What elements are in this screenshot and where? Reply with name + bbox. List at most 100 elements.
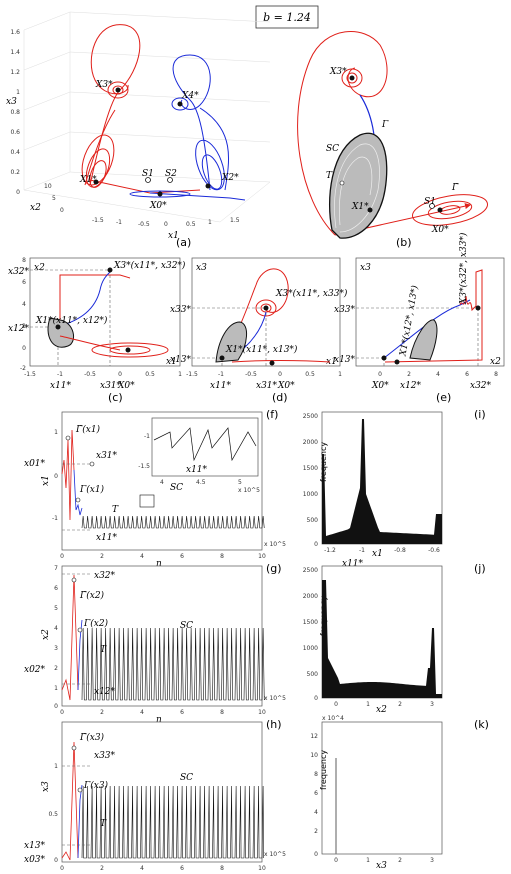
- e-axis-x3: x3: [360, 263, 371, 273]
- i-y-tick: 0: [314, 541, 318, 548]
- panel-j: 2500 2000 1500 1000 500 0 0 1 2 3 freque…: [303, 562, 486, 715]
- k-axis-x3: x3: [376, 861, 387, 871]
- c-x-tick: 0: [118, 371, 122, 378]
- c-y-tick: 0: [22, 345, 26, 352]
- c-y-tick: 8: [22, 257, 26, 264]
- g-y-tick: 7: [54, 565, 58, 572]
- f-axis-n: n: [156, 559, 162, 569]
- d-x-tick: -0.5: [245, 371, 257, 378]
- i-y-tick: 2500: [303, 413, 318, 420]
- g-y-tick: 3: [54, 645, 58, 652]
- a-z-tick: 0.2: [10, 169, 20, 176]
- d-label-x13: x13*: [170, 355, 192, 365]
- g-series-gamma-tilde: [61, 574, 79, 701]
- h-series-gamma: [77, 784, 83, 859]
- k-y-tick: 4: [314, 809, 318, 816]
- e-x-tick: 6: [465, 371, 469, 378]
- i-x-tick: -1.2: [324, 547, 336, 554]
- c-y-tick: 2: [22, 323, 26, 330]
- j-x-tick: 2: [398, 701, 402, 708]
- a-blue-attractor: [129, 54, 246, 201]
- i-y-ticks: 2500 2000 1500 1000 500 0: [303, 413, 318, 548]
- k-x-tick: 1: [366, 857, 370, 864]
- panel-a-z-ticks: 1.6 1.4 1.2 1 0.8 0.6 0.4 0.2 0: [10, 29, 20, 196]
- b-label-T: T: [326, 171, 333, 181]
- a-z-tick: 1.2: [10, 69, 20, 76]
- c-label-x12: x12*: [8, 324, 30, 334]
- h-label-x33: x33*: [94, 751, 116, 761]
- f-n-ticks: 0 2 4 6 8 10: [60, 553, 266, 560]
- c-y-tick: 6: [22, 279, 26, 286]
- b-label-S: S1: [424, 197, 436, 207]
- k-x-tick: 2: [398, 857, 402, 864]
- j-y-tick: 2500: [303, 567, 318, 574]
- a-axis-x3: x3: [6, 97, 17, 107]
- g-label-x02: x02*: [24, 665, 46, 675]
- c-label-X1pt: X1*(x11*, x12*): [35, 315, 108, 326]
- f-n-tick: 0: [60, 553, 64, 560]
- f-label-g: Γ(x1): [79, 484, 105, 495]
- panel-a-grid: [23, 11, 271, 223]
- h-label-SC: SC: [180, 773, 193, 783]
- f-inset-y: -1: [144, 433, 150, 440]
- a-axis-x2: x2: [30, 203, 41, 213]
- h-n-tick: 6: [180, 865, 184, 872]
- a-x1-tick: -1.5: [92, 217, 104, 224]
- g-y-tick: 5: [54, 605, 58, 612]
- g-exp: x 10^5: [264, 695, 286, 702]
- i-x-tick: -0.8: [394, 547, 406, 554]
- e-label-x13: x13*: [334, 355, 356, 365]
- a-label-X0: X0*: [149, 201, 167, 211]
- panel-a: 1.6 1.4 1.2 1 0.8 0.6 0.4 0.2 0 x3 10 5 …: [6, 11, 271, 249]
- f-label-x01: x01*: [24, 459, 46, 469]
- d-x-tick: 0: [278, 371, 282, 378]
- panel-j-label: (j): [474, 562, 486, 575]
- a-label-S2: S2: [165, 169, 177, 179]
- i-axis-x1: x1: [372, 549, 383, 559]
- i-y-tick: 500: [307, 517, 319, 524]
- panel-a-x2-ticks: 10 5 0: [44, 183, 64, 214]
- a-x1-tick: -0.5: [138, 221, 150, 228]
- a-z-tick: 0.8: [10, 109, 20, 116]
- i-y-tick: 2000: [303, 439, 318, 446]
- e-axis-x2: x2: [490, 357, 501, 367]
- f-y-tick: -1: [52, 515, 58, 522]
- a-z-tick: 0.6: [10, 129, 20, 136]
- a-z-tick: 1.4: [10, 49, 20, 56]
- g-y-tick: 0: [54, 703, 58, 710]
- a-axis-x1: x1: [168, 231, 179, 241]
- a-z-tick: 1: [16, 89, 20, 96]
- c-trajectories: [47, 271, 169, 358]
- g-label-g: Γ(x2): [83, 618, 109, 629]
- f-series-gamma: [73, 469, 83, 516]
- h-y-tick: 0: [54, 857, 58, 864]
- panel-c: 8 6 4 2 0 -2 -1.5 -1 -0.5 0 0.5 1 x2 x1: [8, 257, 186, 404]
- g-n-tick: 8: [220, 709, 224, 716]
- g-series-T: [81, 627, 265, 701]
- d-x-tick: -1.5: [186, 371, 198, 378]
- j-y-tick: 500: [307, 671, 319, 678]
- c-label-x31: x31*: [100, 381, 122, 391]
- h-n-tick: 10: [258, 865, 266, 872]
- f-y-tick: 1: [54, 429, 58, 436]
- b-label-X0: X0*: [431, 225, 449, 235]
- k-x-tick: 0: [334, 857, 338, 864]
- f-n-tick: 6: [180, 553, 184, 560]
- a-z-tick: 1.6: [10, 29, 20, 36]
- param-box: b = 1.24: [255, 5, 319, 29]
- g-series-gamma: [77, 619, 83, 691]
- f-label-gt: Γ̃(x1): [75, 424, 101, 435]
- g-n-ticks: 0 2 4 6 8 10: [60, 709, 266, 716]
- c-axis-x2: x2: [34, 263, 45, 273]
- h-label-T: T: [100, 819, 107, 829]
- g-axis-n: n: [156, 715, 162, 725]
- e-x-tick: 2: [407, 371, 411, 378]
- g-y-tick: 4: [54, 625, 58, 632]
- d-label-X3pt: X3*(x11*, x33*): [275, 288, 348, 299]
- j-y-tick: 1500: [303, 619, 318, 626]
- i-histogram: [322, 419, 442, 544]
- c-label-X0: X0*: [117, 381, 135, 391]
- panel-b-label: (b): [396, 236, 412, 249]
- h-y-ticks: 1 0.5 0: [48, 763, 58, 864]
- b-equilibria: [339, 75, 443, 213]
